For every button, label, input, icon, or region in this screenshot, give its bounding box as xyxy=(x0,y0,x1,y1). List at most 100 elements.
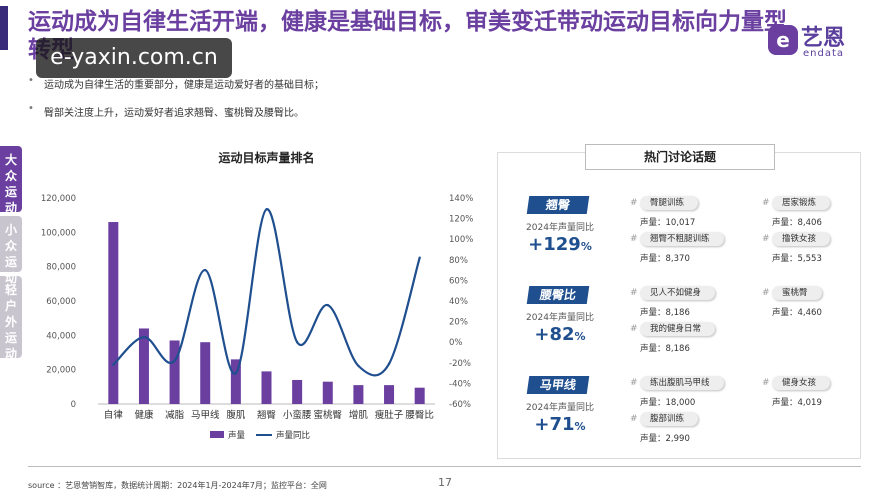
topic-tag[interactable]: # 我的健身日常 xyxy=(630,322,716,336)
source-note: source ：艺恩营销智库，数据统计周期：2024年1月-2024年7月；监控… xyxy=(28,481,327,490)
topic-volume: 声量：2,990 xyxy=(640,432,698,444)
volume-prefix: 声量： xyxy=(640,308,666,318)
volume-value: 18,000 xyxy=(665,398,696,408)
topic-volume: 声量：4,460 xyxy=(772,306,822,318)
line-point xyxy=(204,268,207,272)
hashtag-icon: # xyxy=(762,288,770,298)
x-tick-label: 腹肌 xyxy=(226,409,246,421)
line-point xyxy=(142,335,146,339)
volume-value: 4,019 xyxy=(797,398,822,408)
topic-tag[interactable]: # 蜜桃臀 xyxy=(762,286,822,300)
hashtag-icon: # xyxy=(630,234,638,244)
topic-tag[interactable]: # 健身女孩 xyxy=(762,376,831,390)
topic-volume: 声量：8,406 xyxy=(772,216,830,228)
volume-prefix: 声量： xyxy=(772,398,798,408)
topic-item: # 健身女孩声量：4,019 xyxy=(762,376,831,408)
volume-prefix: 声量： xyxy=(772,218,798,228)
x-tick-label: 减脂 xyxy=(165,409,185,421)
side-tab-niche-sports[interactable]: 小众运动 xyxy=(0,216,22,285)
topic-item: # 撸铁女孩声量：5,553 xyxy=(762,232,831,264)
topic-item: # 见人不如健身 声量：8,186 xyxy=(630,286,716,318)
hashtag-icon: # xyxy=(762,198,770,208)
topic-volume: 声量：5,553 xyxy=(772,252,830,264)
hashtag-icon: # xyxy=(762,378,770,388)
topic-tag-label: 蜜桃臀 xyxy=(782,288,808,298)
x-tick-label: 健康 xyxy=(134,409,154,421)
y-right-tick-label: 40% xyxy=(449,297,468,307)
topic-tag-label: 翘臀不粗腿训练 xyxy=(650,234,710,244)
yoy-percent-sign: % xyxy=(574,420,586,433)
topic-tag-label: 练出腹肌马甲线 xyxy=(650,378,710,388)
side-tab-light-outdoor[interactable]: 轻户外运动 xyxy=(0,276,22,361)
bar-马甲线 xyxy=(200,342,211,404)
legend-label-yoy: 声量同比 xyxy=(276,430,310,441)
volume-prefix: 声量： xyxy=(640,434,666,444)
y-right-tick-label: 100% xyxy=(449,235,473,245)
topic-tag[interactable]: # 翘臀不粗腿训练 xyxy=(630,232,724,246)
topic-item: # 居家锻炼声量：8,406 xyxy=(762,196,831,228)
y-left-tick-label: 100,000 xyxy=(41,228,76,238)
y-right-tick-label: 140% xyxy=(449,194,473,204)
bar-减脂 xyxy=(169,340,180,404)
topic-item: # 练出腹肌马甲线声量：18,000 xyxy=(630,376,724,408)
topic-volume: 声量：18,000 xyxy=(640,396,724,408)
volume-value: 8,370 xyxy=(665,254,690,264)
svg-text:e: e xyxy=(776,28,790,52)
line-point xyxy=(295,341,299,344)
bar-瘦肚子 xyxy=(384,385,395,404)
line-series-yoy xyxy=(112,208,421,377)
bar-自律 xyxy=(108,222,119,404)
topic-tag[interactable]: # 腹部训练 xyxy=(630,412,699,426)
y-right-tick-label: 20% xyxy=(449,318,468,328)
topic-volume: 声量：10,017 xyxy=(640,216,698,228)
volume-prefix: 声量： xyxy=(772,308,798,318)
sports-goal-chart: 运动目标声量排名 0 20,000 40,000 60,000 80,000 100,000… xyxy=(40,140,490,450)
topic-tag[interactable]: # 撸铁女孩 xyxy=(762,232,831,246)
yoy-percent-sign: % xyxy=(580,240,592,253)
endata-logo: e 艺恩 endata xyxy=(765,18,861,64)
volume-value: 5,553 xyxy=(797,254,822,264)
line-point xyxy=(173,359,176,362)
topic-group-ribbon: 翘臀 xyxy=(526,196,590,214)
y-right-tick-label: 120% xyxy=(449,215,473,225)
y-right-tick-label: 80% xyxy=(449,256,468,266)
topic-tag[interactable]: # 见人不如健身 xyxy=(630,286,716,300)
y-right-tick-label: -20% xyxy=(449,359,471,369)
volume-prefix: 声量： xyxy=(640,254,666,264)
topic-tag[interactable]: # 臀腿训练 xyxy=(630,196,699,210)
line-point xyxy=(357,364,360,368)
topic-tag-label: 臀腿训练 xyxy=(650,198,685,208)
y-left-tick-label: 0 xyxy=(71,400,76,410)
hot-topics-title: 热门讨论话题 xyxy=(585,144,775,170)
topic-tag-label: 健身女孩 xyxy=(782,378,817,388)
logo-cn: 艺恩 xyxy=(801,26,846,51)
logo-mark-icon: e xyxy=(768,25,798,55)
topic-item: # 蜜桃臀声量：4,460 xyxy=(762,286,822,318)
x-tick-label: 翘臀 xyxy=(257,410,276,421)
side-tab-mass-sports[interactable]: 大众运动 xyxy=(0,146,22,215)
volume-value: 10,017 xyxy=(665,218,696,228)
volume-prefix: 声量： xyxy=(640,344,666,354)
yoy-value: +129% xyxy=(505,234,615,255)
line-point xyxy=(418,256,421,259)
topic-volume: 声量：4,019 xyxy=(772,396,830,408)
x-tick-label: 腰臀比 xyxy=(405,409,434,421)
line-point xyxy=(326,303,329,307)
topic-item: # 我的健身日常声量：8,186 xyxy=(630,322,716,354)
topic-tag-label: 居家锻炼 xyxy=(782,198,817,208)
topic-tag[interactable]: # 居家锻炼 xyxy=(762,196,831,210)
bar-腹肌 xyxy=(230,359,241,404)
topic-volume: 声量：8,186 xyxy=(640,342,715,354)
x-tick-label: 自律 xyxy=(104,409,124,421)
bar-健康 xyxy=(138,328,149,404)
page-number: 17 xyxy=(438,476,452,489)
hashtag-icon: # xyxy=(630,414,638,424)
y-left-tick-label: 60,000 xyxy=(46,297,76,307)
legend-label-volume: 声量 xyxy=(228,430,246,441)
volume-value: 8,406 xyxy=(797,218,822,228)
y-left-tick-label: 40,000 xyxy=(46,331,76,341)
volume-value: 8,186 xyxy=(665,344,690,354)
y-left-tick-label: 20,000 xyxy=(46,366,76,376)
topic-tag[interactable]: # 练出腹肌马甲线 xyxy=(630,376,724,390)
topic-tag-label: 我的健身日常 xyxy=(650,324,702,334)
